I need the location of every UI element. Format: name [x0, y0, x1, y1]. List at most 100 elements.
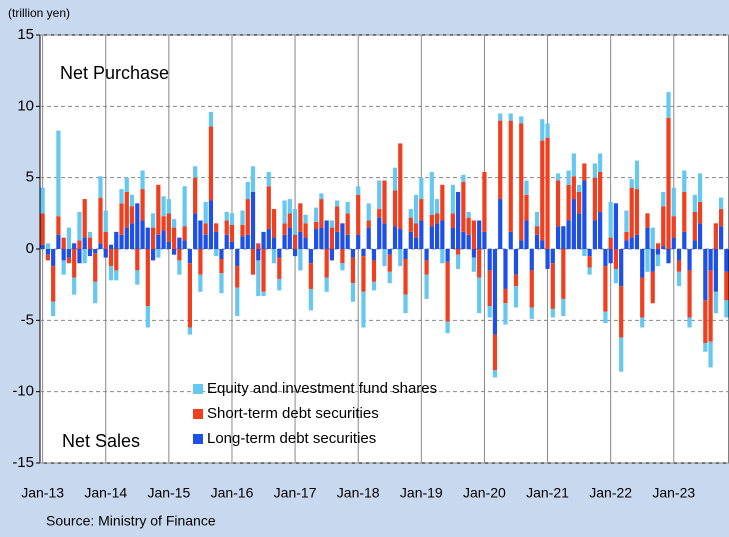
bar	[124, 191, 129, 228]
bar	[335, 231, 340, 249]
bar	[713, 291, 718, 314]
bar	[619, 249, 624, 287]
bar	[655, 243, 661, 249]
bar	[655, 254, 661, 267]
bar	[229, 213, 235, 225]
bar	[261, 291, 266, 297]
bar	[576, 184, 582, 192]
bar	[498, 120, 503, 200]
legend-label: Equity and investment fund shares	[207, 380, 437, 397]
bar	[266, 171, 271, 187]
bar	[335, 200, 340, 207]
bar	[598, 211, 603, 249]
bar	[229, 241, 235, 249]
bar	[340, 249, 345, 264]
bar	[598, 153, 603, 172]
bar	[45, 249, 50, 255]
annotation: Net Purchase	[60, 63, 169, 83]
bar	[166, 213, 171, 242]
bar	[61, 260, 66, 275]
bar	[161, 216, 166, 231]
x-tick-label: Jan-16	[211, 485, 254, 501]
bar	[129, 194, 135, 207]
bar	[519, 123, 524, 241]
bar	[671, 216, 676, 238]
bar	[103, 210, 108, 232]
bar	[445, 321, 450, 334]
bar	[124, 177, 129, 192]
bar	[282, 200, 287, 224]
bar	[308, 249, 313, 264]
bar	[214, 249, 219, 257]
bar	[550, 263, 555, 309]
bar	[398, 249, 403, 267]
bar	[261, 231, 266, 249]
bar	[40, 213, 45, 245]
bar	[545, 123, 550, 138]
x-tick-label: Jan-20	[463, 485, 506, 501]
bar	[250, 191, 256, 249]
bar	[129, 223, 135, 249]
bar	[682, 170, 687, 192]
bar	[413, 237, 419, 249]
bar	[161, 230, 166, 249]
bar	[187, 263, 193, 328]
y-tick-label: 0	[26, 240, 34, 257]
bar	[482, 231, 487, 249]
bar	[345, 213, 350, 235]
bar	[592, 220, 597, 249]
bar	[456, 249, 461, 255]
bar	[666, 117, 671, 249]
bar	[613, 268, 619, 284]
bar	[424, 274, 429, 299]
bar	[314, 229, 319, 249]
bar	[277, 278, 282, 291]
bar	[177, 260, 182, 275]
bar	[513, 286, 519, 308]
bar	[440, 220, 445, 249]
bar	[561, 226, 566, 249]
bar	[45, 243, 50, 249]
bar	[361, 291, 366, 328]
bar	[114, 231, 119, 249]
bar	[645, 249, 650, 272]
bar	[392, 167, 398, 191]
bar	[540, 240, 545, 249]
x-tick-label: Jan-15	[147, 485, 190, 501]
bar	[140, 220, 145, 249]
bar	[103, 249, 108, 258]
bar	[719, 209, 724, 227]
bar	[692, 211, 697, 241]
bar	[661, 191, 666, 207]
bar	[340, 223, 345, 249]
bar	[98, 176, 103, 198]
source-note: Source: Ministry of Finance	[46, 513, 216, 529]
bar	[524, 180, 529, 195]
bar	[214, 231, 219, 249]
bar	[613, 249, 619, 269]
bar	[345, 201, 350, 214]
bar	[403, 294, 408, 314]
bar	[466, 211, 471, 218]
bar	[719, 226, 724, 249]
bar	[450, 184, 455, 214]
bar	[371, 281, 377, 291]
bar	[61, 249, 66, 261]
bar	[108, 266, 114, 281]
bar	[471, 257, 477, 272]
bar	[345, 234, 350, 249]
bar	[477, 220, 482, 249]
bar	[624, 231, 629, 241]
bar	[256, 260, 261, 297]
bar	[498, 113, 503, 121]
bar	[51, 249, 56, 267]
bar	[250, 166, 256, 192]
bar	[429, 171, 434, 215]
bar	[319, 227, 324, 249]
bar	[487, 249, 492, 271]
bar	[403, 258, 408, 295]
bar	[319, 199, 324, 228]
bar	[51, 266, 56, 302]
bar	[713, 249, 718, 292]
